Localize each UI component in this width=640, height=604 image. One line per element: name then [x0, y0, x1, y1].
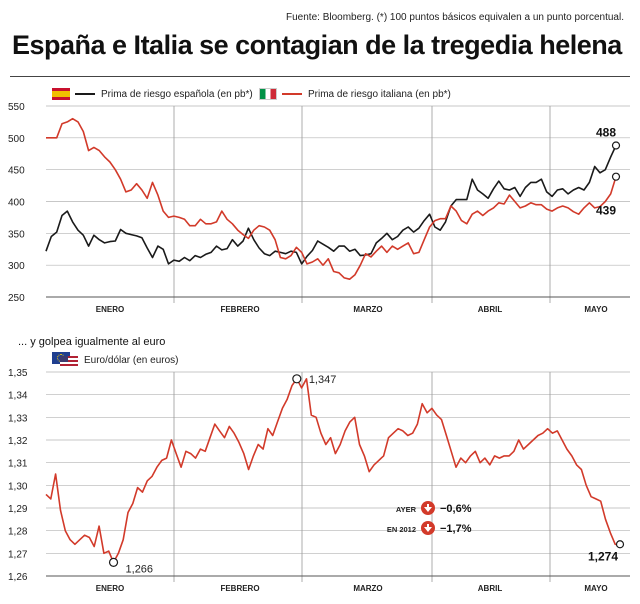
- subtitle-euro: ... y golpea igualmente al euro: [18, 336, 166, 348]
- month-label: ENERO: [96, 305, 124, 314]
- source-note: Fuente: Bloomberg. (*) 100 puntos básico…: [286, 12, 624, 23]
- y-tick-label: 1,32: [8, 436, 28, 447]
- eu-us-flags-icon: [52, 352, 78, 368]
- end-label-euro: 1,274: [588, 549, 618, 563]
- y-tick-label: 450: [8, 166, 25, 177]
- y-tick-label: 250: [8, 293, 25, 304]
- change-value: −1,7%: [440, 523, 472, 535]
- y-tick-label: 500: [8, 134, 25, 145]
- y-tick-label: 1,26: [8, 572, 28, 583]
- legend-label-euro: Euro/dólar (en euros): [84, 354, 179, 366]
- annotation-label: 1,347: [309, 374, 337, 386]
- legend-label-spain: Prima de riesgo española (en pb*): [101, 88, 253, 100]
- end-label-italy: 439: [596, 204, 616, 218]
- series-end-marker: [611, 141, 621, 150]
- y-tick-label: 400: [8, 198, 25, 209]
- y-tick-label: 1,27: [8, 549, 28, 560]
- series-line-1: [45, 377, 620, 564]
- month-label: ABRIL: [478, 584, 503, 593]
- month-label: MARZO: [353, 305, 382, 314]
- series-line-2: [46, 117, 617, 281]
- title-divider: [10, 76, 630, 77]
- spain-flag-icon: [52, 88, 70, 100]
- legend-euro: Euro/dólar (en euros): [52, 352, 179, 368]
- annotation-marker: [108, 557, 119, 568]
- y-tick-label: 300: [8, 261, 25, 272]
- y-tick-label: 1,28: [8, 527, 28, 538]
- legend-line-black: [75, 93, 95, 95]
- month-label: FEBRERO: [220, 584, 259, 593]
- legend-spain: Prima de riesgo española (en pb*): [52, 86, 253, 102]
- end-label-spain: 488: [596, 125, 616, 139]
- annotation-marker: [292, 374, 302, 384]
- annotation-label: 1,266: [126, 563, 154, 575]
- legend-italy: Prima de riesgo italiana (en pb*): [259, 86, 451, 102]
- series-end-marker: [615, 540, 625, 549]
- down-arrow-glyph: [424, 504, 432, 512]
- legend-label-italy: Prima de riesgo italiana (en pb*): [308, 88, 451, 100]
- series-line-1: [45, 145, 617, 265]
- month-label: FEBRERO: [220, 305, 259, 314]
- change-value: −0,6%: [440, 503, 472, 515]
- y-tick-label: 1,35: [8, 368, 28, 379]
- month-label: ABRIL: [478, 305, 503, 314]
- y-tick-label: 350: [8, 229, 25, 240]
- series-end-marker: [611, 172, 621, 181]
- month-label: MAYO: [584, 305, 607, 314]
- month-label: MAYO: [584, 584, 607, 593]
- month-label: ENERO: [96, 584, 124, 593]
- y-tick-label: 550: [8, 102, 25, 113]
- y-tick-label: 1,34: [8, 391, 28, 402]
- change-label: EN 2012: [387, 525, 416, 534]
- us-flag-icon: [60, 356, 78, 368]
- y-tick-label: 1,31: [8, 459, 28, 470]
- down-arrow-glyph: [424, 524, 432, 532]
- month-label: MARZO: [353, 584, 382, 593]
- italy-flag-icon: [259, 88, 277, 100]
- y-tick-label: 1,33: [8, 413, 28, 424]
- change-label: AYER: [396, 505, 417, 514]
- y-tick-label: 1,30: [8, 481, 28, 492]
- legend-line-red: [282, 93, 302, 95]
- y-tick-label: 1,29: [8, 504, 28, 515]
- page-title: España e Italia se contagian de la trege…: [12, 30, 622, 60]
